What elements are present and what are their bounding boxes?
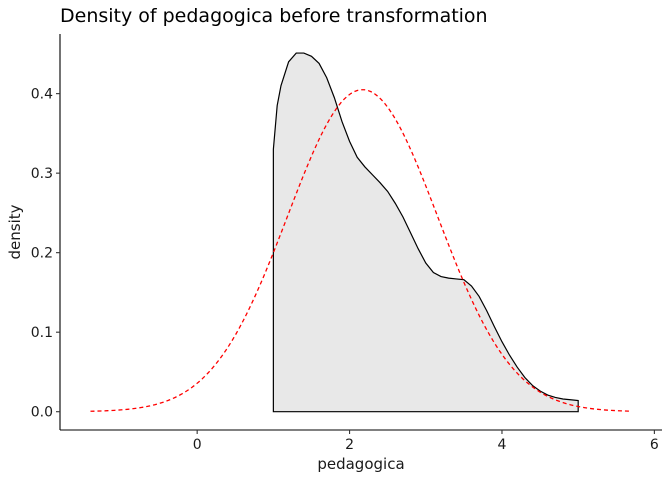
y-tick-label: 0.3 <box>31 166 53 182</box>
chart-title: Density of pedagogica before transformat… <box>60 5 488 27</box>
plot-area <box>90 52 632 413</box>
density-area <box>272 52 579 413</box>
y-tick-label: 0.1 <box>31 325 53 341</box>
x-tick-label: 2 <box>345 437 354 453</box>
y-tick-label: 0.0 <box>31 405 53 421</box>
y-tick-label: 0.4 <box>31 87 53 103</box>
x-tick-label: 4 <box>498 437 507 453</box>
normal-curve <box>90 89 632 412</box>
x-tick-label: 6 <box>650 437 659 453</box>
y-tick-label: 0.2 <box>31 246 53 262</box>
x-tick-label: 0 <box>193 437 202 453</box>
x-axis-ticks: 0 2 4 6 <box>193 430 659 453</box>
y-axis-title: density <box>6 204 24 259</box>
y-axis-ticks: 0.0 0.1 0.2 0.3 0.4 <box>31 87 60 421</box>
x-axis-title: pedagogica <box>317 455 404 473</box>
